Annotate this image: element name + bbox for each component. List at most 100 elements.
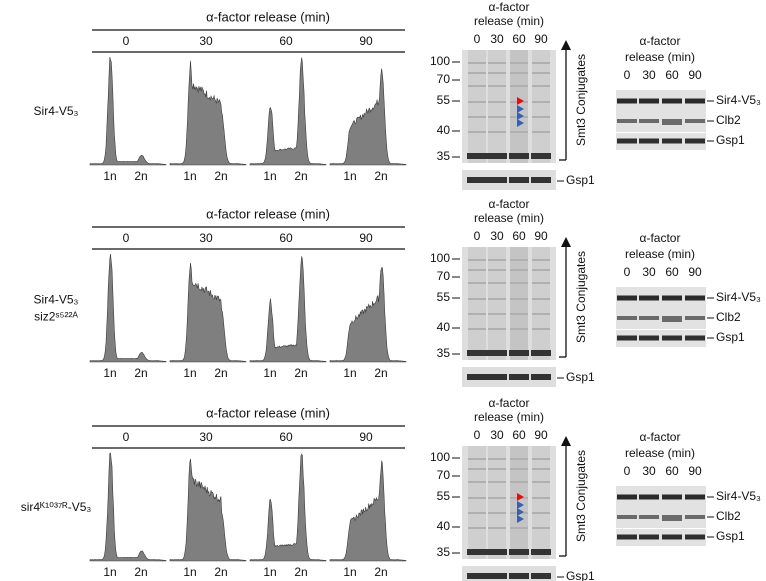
mw-marker: 40	[437, 123, 451, 137]
blot-header: α-factor	[489, 0, 530, 14]
lane-label: 90	[688, 68, 702, 82]
time-label: 60	[279, 34, 293, 48]
band	[685, 98, 705, 104]
band	[468, 458, 486, 460]
band	[488, 85, 506, 87]
mw-marker: 70	[437, 269, 451, 283]
peak-label: 2n	[294, 565, 307, 579]
band	[639, 534, 659, 540]
peak-label: 1n	[103, 565, 116, 579]
histogram	[329, 68, 407, 166]
band	[487, 350, 507, 356]
arrow-head	[561, 237, 571, 247]
band	[488, 101, 506, 103]
loading-label: Gsp1	[566, 569, 595, 581]
blot	[616, 486, 706, 508]
peak-label: 1n	[103, 366, 116, 380]
band	[532, 116, 550, 118]
mw-marker: 40	[437, 519, 451, 533]
lane-label: 30	[490, 32, 504, 46]
peak-label: 2n	[214, 366, 227, 380]
lane	[468, 50, 486, 163]
peak-label: 2n	[134, 565, 147, 579]
band	[488, 497, 506, 499]
peak-label: 1n	[263, 169, 276, 183]
band	[509, 374, 529, 380]
band	[532, 72, 550, 74]
band	[617, 138, 637, 144]
blot-header: release (min)	[625, 50, 695, 64]
band	[532, 328, 550, 330]
band	[532, 269, 550, 271]
band	[662, 316, 682, 322]
band	[468, 62, 486, 64]
band-label: Sir4-V5₃	[716, 290, 761, 304]
band	[468, 481, 486, 483]
lane	[468, 446, 486, 559]
lane-label: 60	[665, 68, 679, 82]
peak-label: 2n	[374, 169, 387, 183]
peak-label: 2n	[374, 366, 387, 380]
conjugates-label: Smt3 Conjugates	[574, 54, 588, 146]
band	[468, 468, 486, 470]
band-label: Clb2	[716, 509, 741, 523]
peak-label: 2n	[294, 366, 307, 380]
band	[488, 527, 506, 529]
band	[488, 328, 506, 330]
arrowhead	[517, 97, 524, 105]
mw-marker: 40	[437, 320, 451, 334]
band	[468, 131, 486, 133]
arrowhead	[517, 501, 524, 509]
lane	[532, 50, 550, 163]
blot-header: α-factor	[489, 197, 530, 211]
lane-label: 60	[665, 265, 679, 279]
blot	[616, 529, 706, 546]
band	[532, 481, 550, 483]
band	[639, 138, 659, 144]
mw-marker: 55	[437, 93, 451, 107]
lane-label: 90	[534, 229, 548, 243]
band	[468, 527, 486, 529]
band	[662, 138, 682, 144]
band	[662, 534, 682, 540]
flow-header: α-factor release (min)	[206, 9, 330, 24]
peak-label: 1n	[183, 565, 196, 579]
band	[488, 468, 506, 470]
band	[685, 119, 705, 123]
band	[617, 295, 637, 301]
blot-header: release (min)	[625, 446, 695, 460]
lane-label: 30	[642, 464, 656, 478]
band	[685, 515, 705, 519]
histogram	[249, 256, 327, 363]
band	[468, 101, 486, 103]
lane-label: 90	[688, 464, 702, 478]
histogram	[89, 253, 167, 363]
arrow-head	[561, 40, 571, 50]
mw-marker: 70	[437, 468, 451, 482]
arrowhead	[517, 493, 524, 501]
time-label: 90	[359, 231, 373, 245]
band	[510, 62, 528, 64]
band	[532, 62, 550, 64]
peak-label: 1n	[183, 366, 196, 380]
lane-label: 90	[534, 428, 548, 442]
band	[510, 282, 528, 284]
band	[468, 298, 486, 300]
band-label: Clb2	[716, 113, 741, 127]
band	[488, 131, 506, 133]
lane	[488, 446, 506, 559]
band	[510, 85, 528, 87]
band	[488, 62, 506, 64]
band	[617, 534, 637, 540]
band	[532, 458, 550, 460]
band	[531, 350, 551, 356]
band	[509, 177, 529, 183]
mw-marker: 55	[437, 290, 451, 304]
band	[510, 131, 528, 133]
time-label: 0	[123, 34, 130, 48]
band	[662, 295, 682, 301]
band	[662, 515, 682, 521]
band	[532, 313, 550, 315]
band	[639, 335, 659, 341]
